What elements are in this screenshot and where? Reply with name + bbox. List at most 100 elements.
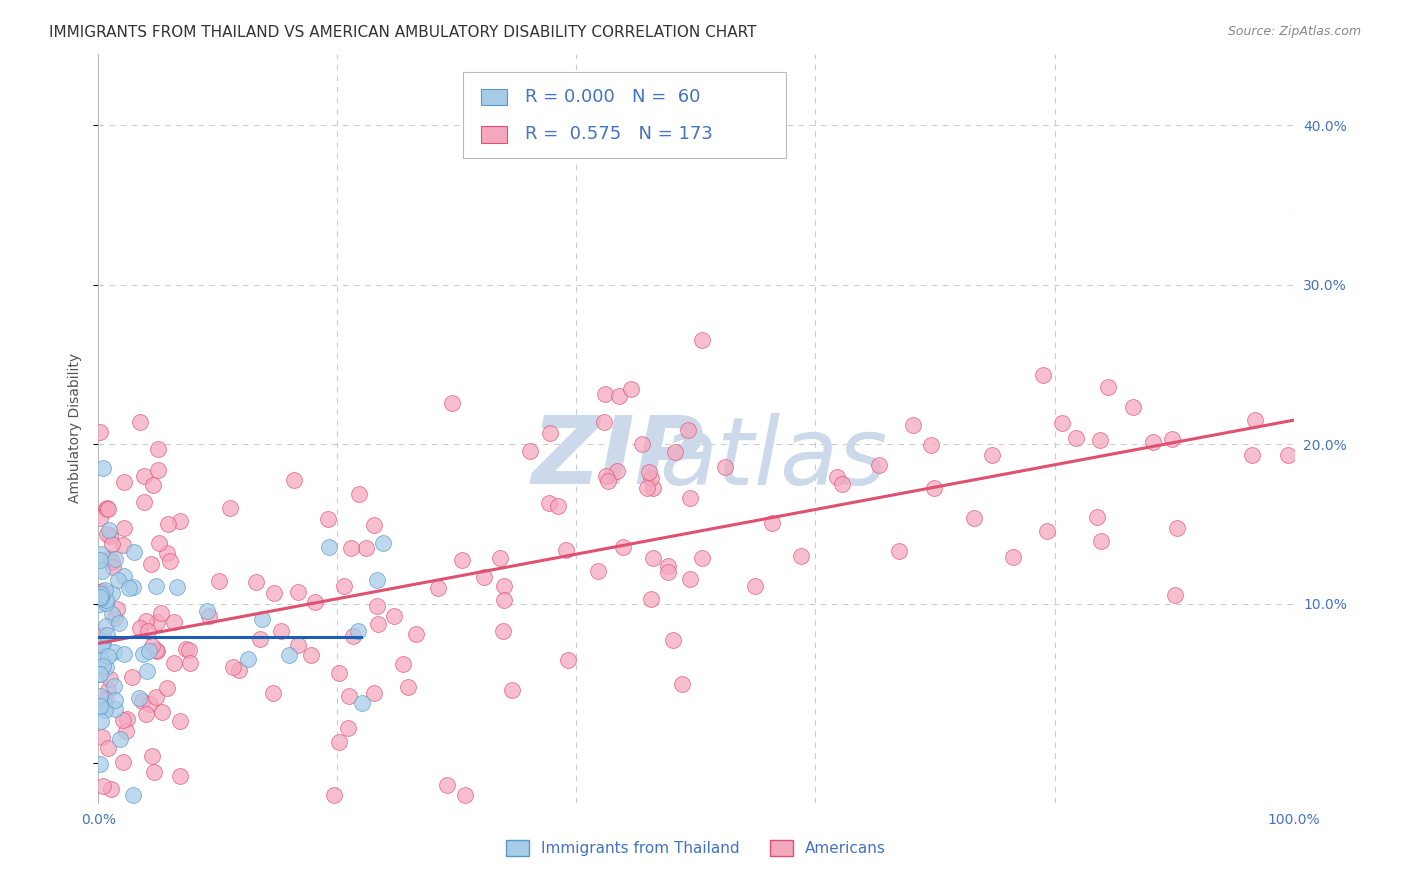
Point [472, 570, 495, 584]
Point [176, 642, 198, 657]
Point [595, 468, 617, 483]
Point [494, 593, 516, 607]
Point [89, 653, 111, 667]
Point [607, 389, 630, 403]
Point [1090, 534, 1112, 549]
Point [643, 550, 665, 565]
Point [146, 463, 169, 477]
Point [166, 580, 188, 594]
Point [135, 614, 157, 628]
Point [963, 511, 986, 525]
Point [1050, 416, 1073, 430]
Point [501, 682, 523, 697]
Point [97, 502, 120, 516]
Point [112, 713, 135, 727]
Point [91, 636, 114, 650]
Point [657, 558, 679, 573]
Point [596, 475, 619, 489]
Point [129, 621, 152, 635]
Text: ZIP: ZIP [531, 412, 704, 504]
FancyBboxPatch shape [481, 126, 508, 143]
Point [238, 652, 260, 666]
Point [593, 415, 616, 429]
Point [159, 554, 181, 568]
Point [89, 667, 111, 681]
Point [111, 756, 134, 770]
Point [142, 764, 165, 779]
Point [96, 628, 118, 642]
Point [142, 478, 165, 492]
Point [606, 464, 628, 478]
Point [89, 425, 111, 439]
Point [593, 387, 616, 401]
Point [366, 599, 388, 614]
Point [641, 482, 664, 496]
Point [90, 564, 112, 578]
Point [333, 579, 356, 593]
Point [89, 756, 111, 771]
Y-axis label: Ambulatory Disability: Ambulatory Disability [69, 353, 83, 503]
Point [163, 615, 186, 629]
Point [132, 647, 155, 661]
Point [547, 499, 569, 513]
Point [1122, 401, 1144, 415]
Point [920, 438, 942, 452]
Point [94, 619, 117, 633]
FancyBboxPatch shape [463, 72, 786, 159]
Point [636, 481, 658, 495]
Point [89, 637, 111, 651]
Point [110, 731, 132, 746]
Point [128, 690, 150, 705]
Point [440, 396, 463, 410]
Point [1243, 413, 1265, 427]
Point [96, 502, 118, 516]
Point [538, 426, 561, 441]
Point [195, 604, 218, 618]
Point [179, 656, 201, 670]
Point [94, 692, 117, 706]
Point [287, 584, 309, 599]
Point [631, 437, 654, 451]
Point [1097, 380, 1119, 394]
Point [283, 473, 305, 487]
Point [163, 656, 186, 670]
Point [612, 540, 634, 554]
Point [100, 782, 122, 797]
Point [744, 579, 766, 593]
Point [831, 476, 853, 491]
Point [1088, 434, 1111, 448]
Point [249, 632, 271, 646]
Point [427, 581, 450, 595]
Point [657, 565, 679, 579]
Point [340, 541, 363, 556]
Point [825, 469, 848, 483]
Point [135, 707, 157, 722]
Point [328, 735, 350, 749]
Point [222, 660, 245, 674]
Point [121, 670, 143, 684]
Point [620, 382, 643, 396]
Point [90, 591, 112, 606]
Point [889, 544, 911, 558]
Point [122, 545, 145, 559]
Point [145, 643, 167, 657]
Point [519, 443, 541, 458]
Point [131, 693, 153, 707]
Point [692, 333, 714, 347]
Point [104, 702, 127, 716]
Point [112, 475, 135, 490]
Point [219, 501, 242, 516]
Point [93, 583, 115, 598]
Point [761, 516, 783, 530]
Point [679, 491, 702, 505]
Point [97, 740, 120, 755]
Point [89, 510, 111, 524]
Point [138, 643, 160, 657]
Point [103, 645, 125, 659]
Point [347, 624, 370, 639]
Point [91, 730, 114, 744]
Point [98, 523, 121, 537]
Point [396, 680, 419, 694]
Point [366, 574, 388, 588]
Point [156, 546, 179, 560]
